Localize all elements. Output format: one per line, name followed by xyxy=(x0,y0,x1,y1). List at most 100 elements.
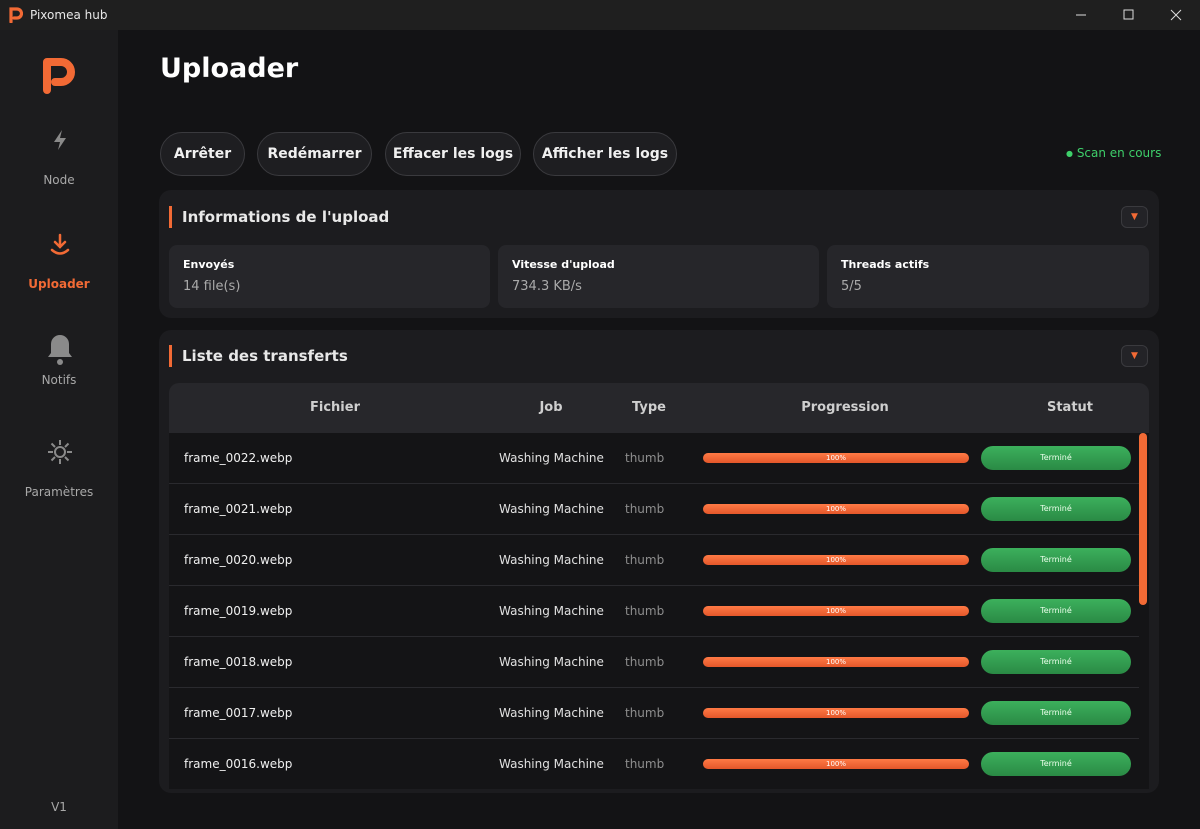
progress-bar xyxy=(703,708,969,718)
stat-card: Vitesse d'upload 734.3 KB/s xyxy=(498,245,819,308)
file-name: frame_0020.webp xyxy=(184,553,293,567)
column-header: Fichier xyxy=(310,400,360,415)
button[interactable]: Arrêter xyxy=(160,132,245,176)
sidebar: Node Uploader Notifs Paramètres V1 xyxy=(0,30,118,829)
status-indicator: ● Scan en cours xyxy=(1066,146,1161,160)
table-row: frame_0021.webp Washing Machine thumb 100% T… xyxy=(169,484,1139,535)
file-name: frame_0021.webp xyxy=(184,502,293,516)
table-header: Fichier Job Type Progression Statut xyxy=(169,383,1149,433)
settings-icon xyxy=(48,440,72,464)
button[interactable]: Afficher les logs xyxy=(533,132,677,176)
stat-value: 5/5 xyxy=(841,279,862,294)
progress-label: 100% xyxy=(825,607,846,615)
stat-label: Envoyés xyxy=(183,258,235,271)
progress-track: 100% xyxy=(703,555,969,565)
version: V1 xyxy=(51,800,67,814)
file-type: thumb xyxy=(625,553,665,567)
progress-track: 100% xyxy=(703,453,969,463)
job-name: Washing Machine xyxy=(499,451,604,465)
progress-bar xyxy=(703,453,969,463)
progress-bar xyxy=(703,555,969,565)
column-header: Statut xyxy=(1046,400,1094,415)
status-badge: Terminé xyxy=(981,599,1131,623)
status-badge: Terminé xyxy=(981,650,1131,674)
stat-card: Envoyés 14 file(s) xyxy=(169,245,490,308)
status-badge: Terminé xyxy=(981,548,1131,572)
progress-bar xyxy=(703,759,969,769)
stat-card: Threads actifs 5/5 xyxy=(827,245,1149,308)
window-title: Pixomea hub xyxy=(30,8,108,22)
progress-bar xyxy=(703,606,969,616)
panel-title: Liste des transferts xyxy=(169,345,348,367)
job-name: Washing Machine xyxy=(499,655,604,669)
button[interactable]: Redémarrer xyxy=(257,132,372,176)
column-header: Job xyxy=(539,400,563,415)
status-badge: Terminé xyxy=(981,497,1131,521)
job-name: Washing Machine xyxy=(499,757,604,771)
collapse-toggle[interactable]: ▼ xyxy=(1121,345,1148,367)
node-icon xyxy=(54,130,66,150)
transfers-panel: Liste des transferts ▼ Fichier Job Type … xyxy=(159,330,1159,793)
notifs-icon xyxy=(48,335,72,365)
collapse-toggle[interactable]: ▼ xyxy=(1121,206,1148,228)
file-type: thumb xyxy=(625,451,665,465)
window-controls[interactable] xyxy=(1070,0,1200,30)
column-header: Type xyxy=(632,400,666,415)
progress-bar xyxy=(703,504,969,514)
job-name: Washing Machine xyxy=(499,604,604,618)
file-name: frame_0022.webp xyxy=(184,451,293,465)
progress-track: 100% xyxy=(703,708,969,718)
table-row: frame_0019.webp Washing Machine thumb 100% T… xyxy=(169,586,1139,637)
file-type: thumb xyxy=(625,604,665,618)
progress-label: 100% xyxy=(825,760,846,768)
job-name: Washing Machine xyxy=(499,553,604,567)
job-name: Washing Machine xyxy=(499,706,604,720)
progress-track: 100% xyxy=(703,657,969,667)
stat-value: 734.3 KB/s xyxy=(512,279,582,294)
file-name: frame_0018.webp xyxy=(184,655,293,669)
button[interactable]: Effacer les logs xyxy=(385,132,521,176)
file-name: frame_0017.webp xyxy=(184,706,293,720)
job-name: Washing Machine xyxy=(499,502,604,516)
progress-label: 100% xyxy=(825,658,846,666)
scrollbar[interactable] xyxy=(1139,433,1147,605)
logo xyxy=(43,58,75,94)
progress-label: 100% xyxy=(825,556,846,564)
status-badge: Terminé xyxy=(981,752,1131,776)
column-header: Progression xyxy=(801,400,889,415)
table-row: frame_0018.webp Washing Machine thumb 100% T… xyxy=(169,637,1139,688)
file-type: thumb xyxy=(625,757,665,771)
table-row: frame_0017.webp Washing Machine thumb 100% T… xyxy=(169,688,1139,739)
status-badge: Terminé xyxy=(981,446,1131,470)
progress-label: 100% xyxy=(825,709,846,717)
page-title: Uploader xyxy=(160,53,299,84)
stat-value: 14 file(s) xyxy=(183,279,241,294)
table-row: frame_0020.webp Washing Machine thumb 100% T… xyxy=(169,535,1139,586)
progress-track: 100% xyxy=(703,606,969,616)
file-name: frame_0019.webp xyxy=(184,604,293,618)
nav-notifs[interactable]: Notifs xyxy=(41,373,77,387)
stat-label: Threads actifs xyxy=(841,258,930,271)
file-type: thumb xyxy=(625,655,665,669)
status-dot: ● xyxy=(1066,149,1073,158)
nav-uploader[interactable]: Uploader xyxy=(28,277,90,291)
upload-info-panel: Informations de l'upload ▼ Envoyés 14 fil… xyxy=(159,190,1159,318)
table-row: frame_0016.webp Washing Machine thumb 100% T… xyxy=(169,739,1139,789)
status-badge: Terminé xyxy=(981,701,1131,725)
progress-track: 100% xyxy=(703,504,969,514)
file-name: frame_0016.webp xyxy=(184,757,293,771)
stat-label: Vitesse d'upload xyxy=(512,258,615,271)
title-bar: Pixomea hub xyxy=(0,0,1200,30)
uploader-icon xyxy=(50,233,70,255)
file-type: thumb xyxy=(625,706,665,720)
nav-settings[interactable]: Paramètres xyxy=(24,485,94,499)
file-type: thumb xyxy=(625,502,665,516)
progress-label: 100% xyxy=(825,505,846,513)
panel-title: Informations de l'upload xyxy=(169,206,389,228)
nav-node[interactable]: Node xyxy=(43,173,75,187)
progress-bar xyxy=(703,657,969,667)
table-row: frame_0022.webp Washing Machine thumb 100% T… xyxy=(169,433,1139,484)
progress-track: 100% xyxy=(703,759,969,769)
status-text: Scan en cours xyxy=(1076,146,1162,160)
